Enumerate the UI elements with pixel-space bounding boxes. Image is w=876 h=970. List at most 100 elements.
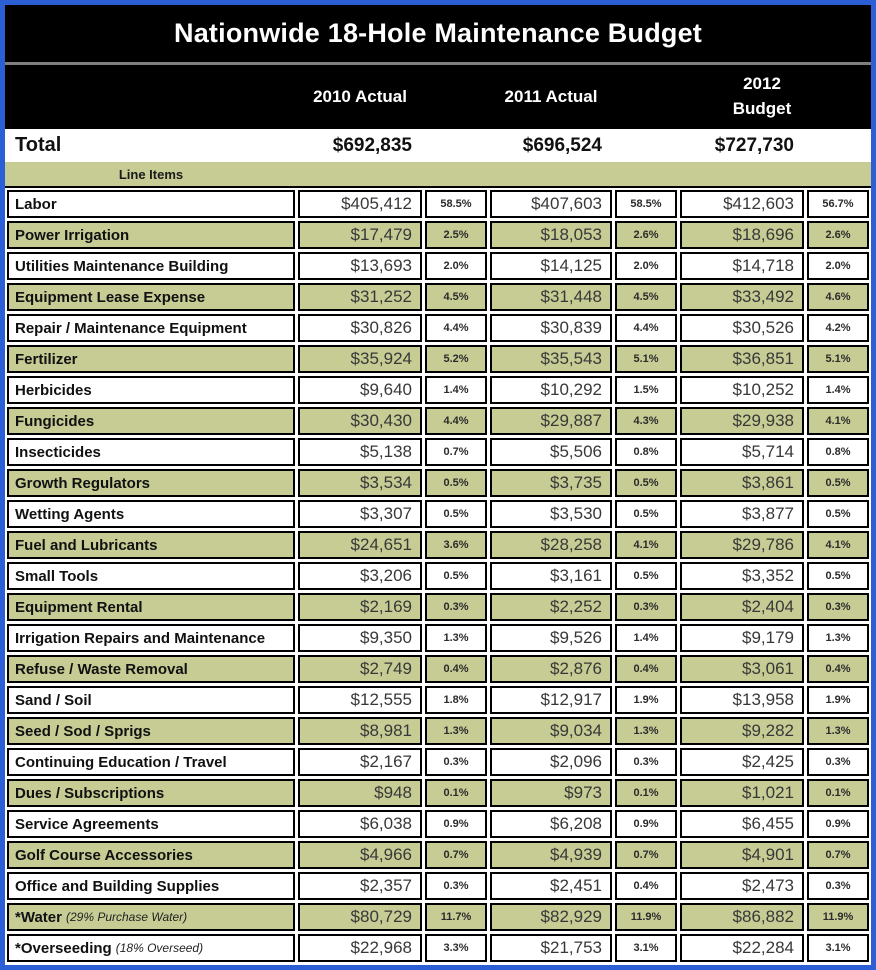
row-label: Refuse / Waste Removal [15, 660, 188, 678]
cell-2010-value: $30,826 [298, 314, 422, 342]
cell-2012-pct: 2.6% [807, 221, 869, 249]
cell-2010-value: $405,412 [298, 190, 422, 218]
cell-2012-pct: 1.3% [807, 717, 869, 745]
row-label-cell: Continuing Education / Travel [7, 748, 295, 776]
row-label: Wetting Agents [15, 505, 125, 523]
cell-2011-pct: 0.3% [615, 593, 677, 621]
row-label: Sand / Soil [15, 691, 92, 709]
cell-2010-value: $8,981 [298, 717, 422, 745]
cell-2011-pct: 0.4% [615, 872, 677, 900]
cell-2011-pct: 4.1% [615, 531, 677, 559]
cell-2011-value: $28,258 [490, 531, 612, 559]
row-label: Seed / Sod / Sprigs [15, 722, 151, 740]
cell-2011-pct: 4.3% [615, 407, 677, 435]
row-label-cell: Dues / Subscriptions [7, 779, 295, 807]
total-row: Total $692,835 $696,524 $727,730 [5, 129, 871, 162]
table-row: Fungicides $30,430 4.4% $29,887 4.3% $29… [7, 407, 869, 435]
total-2012-value: $727,730 [714, 134, 794, 156]
cell-2010-value: $31,252 [298, 283, 422, 311]
cell-2011-value: $407,603 [490, 190, 612, 218]
cell-2012-value: $3,861 [680, 469, 804, 497]
cell-2010-pct: 0.4% [425, 655, 487, 683]
cell-2012-value: $29,938 [680, 407, 804, 435]
total-label: Total [15, 134, 62, 156]
row-label-cell: *Water (29% Purchase Water) [7, 903, 295, 931]
row-label-cell: Small Tools [7, 562, 295, 590]
row-label-cell: Equipment Rental [7, 593, 295, 621]
table-row: Wetting Agents $3,307 0.5% $3,530 0.5% $… [7, 500, 869, 528]
cell-2010-value: $13,693 [298, 252, 422, 280]
cell-2011-pct: 11.9% [615, 903, 677, 931]
cell-2012-value: $9,282 [680, 717, 804, 745]
cell-2011-value: $2,252 [490, 593, 612, 621]
cell-2011-value: $18,053 [490, 221, 612, 249]
cell-2010-pct: 3.6% [425, 531, 487, 559]
cell-2010-value: $4,966 [298, 841, 422, 869]
cell-2010-pct: 0.3% [425, 748, 487, 776]
cell-2010-pct: 58.5% [425, 190, 487, 218]
cell-2011-pct: 0.9% [615, 810, 677, 838]
cell-2011-value: $3,735 [490, 469, 612, 497]
cell-2011-pct: 5.1% [615, 345, 677, 373]
cell-2010-pct: 0.5% [425, 469, 487, 497]
cell-2011-value: $9,526 [490, 624, 612, 652]
row-label: Utilities Maintenance Building [15, 257, 229, 275]
table-row: Fertilizer $35,924 5.2% $35,543 5.1% $36… [7, 345, 869, 373]
cell-2011-value: $4,939 [490, 841, 612, 869]
row-label: Insecticides [15, 443, 101, 461]
cell-2011-value: $12,917 [490, 686, 612, 714]
row-label: Fertilizer [15, 350, 78, 368]
total-2010-value: $692,835 [332, 134, 412, 156]
cell-2012-value: $3,877 [680, 500, 804, 528]
cell-2011-value: $9,034 [490, 717, 612, 745]
cell-2010-value: $9,350 [298, 624, 422, 652]
row-label-cell: Wetting Agents [7, 500, 295, 528]
cell-2011-pct: 4.5% [615, 283, 677, 311]
cell-2011-pct: 1.4% [615, 624, 677, 652]
cell-2012-value: $2,425 [680, 748, 804, 776]
table-row: Power Irrigation $17,479 2.5% $18,053 2.… [7, 221, 869, 249]
row-label: Herbicides [15, 381, 92, 399]
table-row: Insecticides $5,138 0.7% $5,506 0.8% $5,… [7, 438, 869, 466]
cell-2010-pct: 1.3% [425, 717, 487, 745]
table-row: Continuing Education / Travel $2,167 0.3… [7, 748, 869, 776]
cell-2011-pct: 0.1% [615, 779, 677, 807]
cell-2011-value: $21,753 [490, 934, 612, 962]
cell-2012-value: $10,252 [680, 376, 804, 404]
cell-2012-pct: 56.7% [807, 190, 869, 218]
table-row: Equipment Lease Expense $31,252 4.5% $31… [7, 283, 869, 311]
row-label: Power Irrigation [15, 226, 130, 244]
cell-2012-pct: 0.3% [807, 748, 869, 776]
cell-2012-value: $4,901 [680, 841, 804, 869]
cell-2010-value: $3,206 [298, 562, 422, 590]
row-label-cell: Equipment Lease Expense [7, 283, 295, 311]
cell-2012-value: $18,696 [680, 221, 804, 249]
cell-2010-value: $3,307 [298, 500, 422, 528]
cell-2010-pct: 0.9% [425, 810, 487, 838]
cell-2012-pct: 2.0% [807, 252, 869, 280]
column-header-2012: 2012 Budget [732, 74, 792, 118]
cell-2010-pct: 0.3% [425, 593, 487, 621]
cell-2012-pct: 0.3% [807, 872, 869, 900]
cell-2011-pct: 1.3% [615, 717, 677, 745]
table-row: Refuse / Waste Removal $2,749 0.4% $2,87… [7, 655, 869, 683]
cell-2012-pct: 0.5% [807, 500, 869, 528]
row-label: Growth Regulators [15, 474, 151, 492]
row-label-cell: Seed / Sod / Sprigs [7, 717, 295, 745]
cell-2012-pct: 1.9% [807, 686, 869, 714]
cell-2010-value: $24,651 [298, 531, 422, 559]
cell-2012-pct: 1.4% [807, 376, 869, 404]
row-label: Repair / Maintenance Equipment [15, 319, 247, 337]
row-label: *Water [15, 908, 62, 926]
cell-2012-pct: 4.1% [807, 407, 869, 435]
cell-2010-value: $80,729 [298, 903, 422, 931]
line-items-label: Line Items [118, 166, 184, 182]
cell-2012-pct: 4.1% [807, 531, 869, 559]
table-row: Utilities Maintenance Building $13,693 2… [7, 252, 869, 280]
cell-2012-value: $29,786 [680, 531, 804, 559]
cell-2012-pct: 0.9% [807, 810, 869, 838]
row-label-cell: Fuel and Lubricants [7, 531, 295, 559]
line-items-band: Line Items [5, 162, 871, 188]
row-label: Service Agreements [15, 815, 159, 833]
cell-2011-pct: 0.3% [615, 748, 677, 776]
